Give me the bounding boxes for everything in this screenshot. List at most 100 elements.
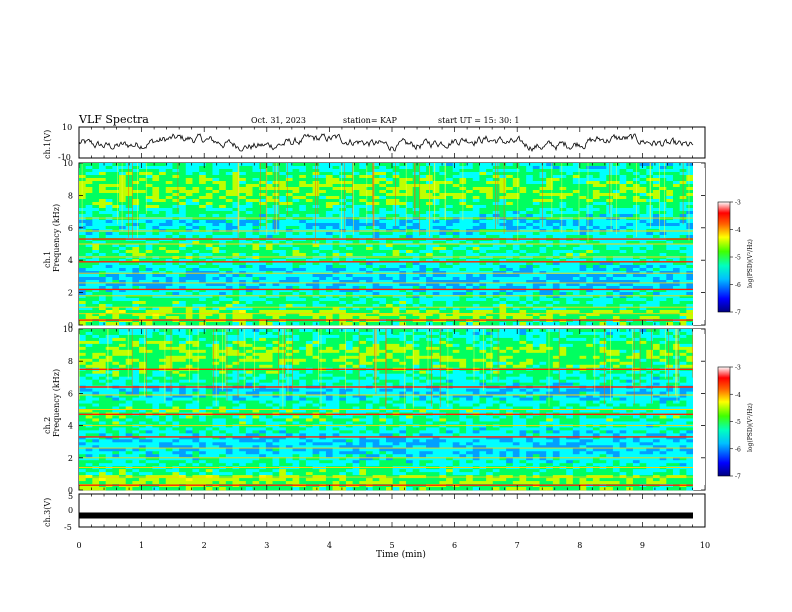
spectrogram-cell [312, 304, 320, 308]
spectrogram-cell [132, 214, 140, 218]
spectrogram-cell [466, 256, 474, 260]
spectrogram-cell [392, 181, 400, 185]
spectrogram-cell [579, 181, 587, 185]
spectrogram-cell [372, 226, 380, 230]
spectrogram-cell [99, 268, 107, 272]
spectrogram-cell [392, 277, 400, 281]
spectrogram-cell [239, 205, 247, 209]
spectrogram-cell [592, 295, 600, 299]
spectrogram-cell [659, 175, 667, 179]
spectrogram-cell [586, 304, 594, 308]
spectrogram-cell [345, 271, 354, 275]
spectrogram-cell [99, 271, 107, 275]
spectrogram-cell [679, 250, 687, 254]
spectrogram-cell [639, 211, 647, 215]
spectrogram-cell [632, 310, 640, 314]
spectrogram-cell [532, 259, 540, 263]
spectrogram-cell [492, 283, 500, 287]
spectrogram-cell [125, 298, 133, 302]
spectrogram-cell [459, 223, 467, 227]
spectrogram-cell [339, 163, 347, 167]
spectrogram-cell [626, 223, 634, 227]
spectrogram-cell [566, 202, 574, 206]
spectrogram-cell [539, 163, 547, 167]
spectrogram-cell [439, 277, 447, 281]
spectrogram-cell [506, 175, 514, 179]
spectrogram-cell [406, 304, 414, 308]
spectrogram-cell [579, 214, 587, 218]
spectrogram-cell [92, 217, 100, 221]
spectrogram-cell [412, 187, 420, 191]
spectrogram-cell [239, 316, 247, 320]
spectrogram-cell [506, 187, 514, 191]
spectrogram-cell [526, 220, 534, 224]
spectrogram-cell [99, 208, 107, 212]
spectrogram-cell [159, 187, 167, 191]
spectrogram-cell [439, 283, 447, 287]
spectrogram-cell [446, 205, 454, 209]
spectrogram-cell [265, 244, 273, 248]
spectrogram-cell [446, 277, 454, 281]
spectrogram-cell [319, 205, 327, 209]
spectrogram-cell [612, 274, 620, 278]
spectrogram-cell [119, 289, 127, 293]
spectrogram-cell [372, 313, 380, 317]
spectrogram-cell [639, 247, 647, 251]
spectrogram-cell [446, 220, 454, 224]
spectrogram-cell [492, 235, 500, 239]
spectrogram-cell [639, 310, 647, 314]
spectrogram-cell [426, 250, 434, 254]
spectrogram-cell [479, 199, 487, 203]
spectrogram-cell [299, 244, 307, 248]
spectrogram-cell [212, 181, 220, 185]
spectrogram-cell [139, 289, 147, 293]
spectrogram-cell [492, 316, 500, 320]
spectrogram-cell [579, 295, 587, 299]
spectrogram-cell [92, 295, 100, 299]
spectrogram-cell [599, 226, 607, 230]
spectrogram-cell [492, 250, 500, 254]
spectrogram-cell [299, 250, 307, 254]
spectrogram-cell [139, 307, 147, 311]
spectrogram-cell [352, 310, 360, 314]
spectrogram-cell [659, 205, 667, 209]
spectrogram-cell [579, 307, 587, 311]
spectrogram-cell [99, 253, 107, 257]
spectrogram-cell [579, 259, 587, 263]
spectrogram-cell [332, 166, 340, 170]
spectrogram-cell [125, 199, 133, 203]
spectrogram-cell [285, 262, 293, 266]
spectrogram-cell [305, 208, 313, 212]
spectrogram-cell [592, 265, 600, 269]
spectrogram-cell [672, 262, 681, 266]
spectrogram-cell [339, 226, 347, 230]
spectrogram-cell [252, 187, 260, 191]
spectrogram-cell [265, 217, 273, 221]
spectrogram-cell [666, 265, 674, 269]
spectrogram-cell [399, 187, 407, 191]
spectrogram-cell [359, 232, 367, 236]
spectrogram-cell [365, 169, 374, 173]
spectrogram-cell [506, 244, 514, 248]
spectrogram-cell [406, 244, 414, 248]
spectrogram-cell [552, 175, 560, 179]
spectrogram-cell [546, 241, 554, 245]
spectrogram-cell [606, 265, 614, 269]
spectrogram-cell [245, 292, 253, 296]
spectrogram-cell [419, 298, 427, 302]
spectrogram-cell [466, 271, 474, 275]
spectrogram-cell [159, 241, 167, 245]
spectrogram-cell [145, 184, 153, 188]
spectrogram-cell [125, 187, 133, 191]
spectrogram-cell [105, 184, 113, 188]
spectrogram-cell [572, 172, 580, 176]
spectrogram-cell [452, 295, 460, 299]
spectrogram-cell [192, 181, 200, 185]
spectrogram-cell [552, 226, 560, 230]
spectrogram-cell [526, 295, 534, 299]
spectrogram-cell [112, 244, 120, 248]
spectrogram-cell [172, 298, 180, 302]
spectrogram-cell [532, 220, 540, 224]
spectrogram-cell [652, 253, 661, 257]
spectrogram-cell [546, 286, 554, 290]
